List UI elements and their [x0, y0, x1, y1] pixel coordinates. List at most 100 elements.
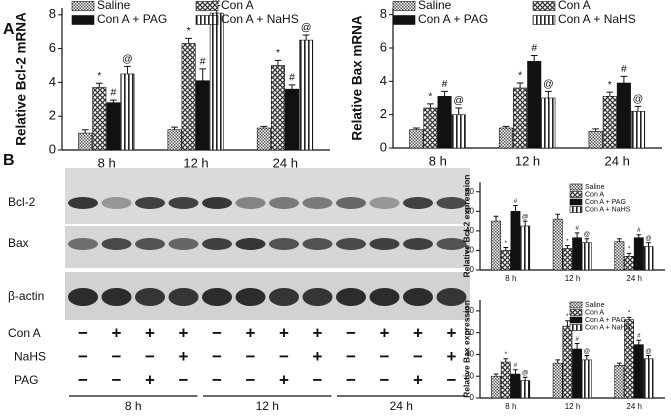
significance-mark: * — [566, 238, 569, 245]
bar — [451, 114, 466, 149]
x-tick-label: 24 h — [626, 402, 642, 411]
bar — [423, 107, 438, 149]
bar — [562, 325, 573, 399]
blot-band — [336, 197, 366, 209]
error-bar — [260, 125, 268, 129]
legend-label: Saline — [585, 184, 605, 191]
y-tick-label: 6 — [49, 40, 56, 55]
bar — [120, 73, 135, 151]
condition-sign: + — [447, 347, 457, 366]
error-bar — [503, 358, 509, 363]
significance-mark: # — [621, 64, 627, 75]
protein-label: β-actin — [8, 289, 44, 303]
bar — [572, 237, 583, 271]
error-bar — [502, 125, 510, 128]
condition-sign: + — [413, 370, 423, 389]
condition-sign: − — [112, 370, 122, 389]
legend-swatch — [195, 1, 219, 11]
y-tick-label: 0 — [380, 139, 387, 154]
condition-sign: − — [413, 347, 423, 366]
blot-band — [403, 197, 433, 209]
bar — [527, 61, 542, 149]
y-tick-label: 60 — [465, 206, 474, 215]
error-bar — [503, 247, 509, 251]
error-bar — [584, 355, 590, 360]
condition-sign: + — [179, 347, 189, 366]
y-tick-label: 20 — [465, 246, 474, 255]
error-bar — [110, 99, 117, 103]
bar — [616, 82, 631, 149]
y-tick-label: 4 — [380, 73, 387, 88]
error-bar — [634, 105, 642, 112]
condition-sign: − — [380, 370, 390, 389]
condition-sign: − — [380, 347, 390, 366]
condition-sign: − — [346, 370, 356, 389]
bar — [520, 225, 531, 271]
bar — [409, 129, 424, 149]
bar — [630, 111, 646, 149]
blot-band — [369, 238, 400, 250]
legend-swatch — [392, 15, 416, 25]
error-bar — [522, 376, 528, 381]
error-bar — [302, 34, 310, 41]
condition-sign: + — [279, 323, 289, 342]
bar — [195, 80, 210, 151]
legend-swatch — [532, 1, 556, 11]
error-bar — [592, 128, 600, 132]
bar — [209, 12, 224, 151]
significance-mark: # — [575, 336, 579, 343]
y-tick-label: 40 — [465, 350, 474, 359]
legend-swatch — [71, 15, 95, 25]
blot-band — [336, 288, 366, 306]
significance-mark: # — [289, 73, 295, 84]
legend-swatch — [532, 15, 556, 25]
error-bar — [606, 91, 614, 97]
bar — [491, 375, 501, 399]
significance-mark: * — [428, 91, 432, 102]
legend-swatch — [71, 1, 95, 11]
legend-label: Con A + NaHS — [221, 12, 299, 26]
bar — [541, 97, 556, 149]
bar — [633, 344, 644, 399]
significance-mark: @ — [645, 348, 652, 355]
x-tick-label: 12 h — [565, 274, 581, 283]
bar — [181, 43, 196, 151]
y-axis-label: Relative Bcl-2 expression — [461, 175, 471, 278]
bar — [78, 132, 93, 151]
condition-sign: + — [313, 347, 323, 366]
error-bar — [171, 126, 178, 130]
condition-label: Con A — [8, 326, 41, 340]
blot-band — [168, 288, 199, 306]
bar — [602, 96, 617, 149]
condition-sign: − — [246, 347, 256, 366]
blot-band — [235, 197, 266, 209]
significance-mark: @ — [645, 235, 652, 242]
blot-panel — [65, 272, 470, 320]
x-tick-label: 8 h — [505, 402, 516, 411]
error-bar — [555, 213, 561, 220]
legend-label: Con A — [221, 0, 254, 12]
legend-label: Con A — [558, 0, 591, 12]
error-bar — [274, 59, 282, 66]
legend-swatch — [195, 15, 219, 25]
y-axis-label: Relative Bax mRNA — [350, 15, 365, 141]
significance-mark: * — [504, 240, 507, 247]
blot-band — [135, 197, 165, 209]
error-bar — [427, 103, 434, 108]
error-bar — [617, 362, 622, 366]
protein-label: Bax — [8, 236, 29, 250]
y-tick-label: 6 — [380, 39, 387, 54]
significance-mark: # — [531, 43, 537, 54]
significance-mark: * — [566, 313, 569, 320]
x-tick-label: 8 h — [429, 153, 447, 168]
legend-swatch — [569, 191, 583, 198]
error-bar — [185, 37, 192, 44]
blot-band — [202, 238, 232, 250]
legend-swatch — [569, 198, 583, 206]
error-bar — [530, 55, 538, 62]
bar — [498, 127, 514, 149]
y-axis-label: Relative Bcl-2 mRNA — [14, 12, 29, 146]
y-tick-label: 2 — [49, 108, 56, 123]
blot-band — [436, 197, 467, 209]
blot-band — [235, 238, 266, 250]
